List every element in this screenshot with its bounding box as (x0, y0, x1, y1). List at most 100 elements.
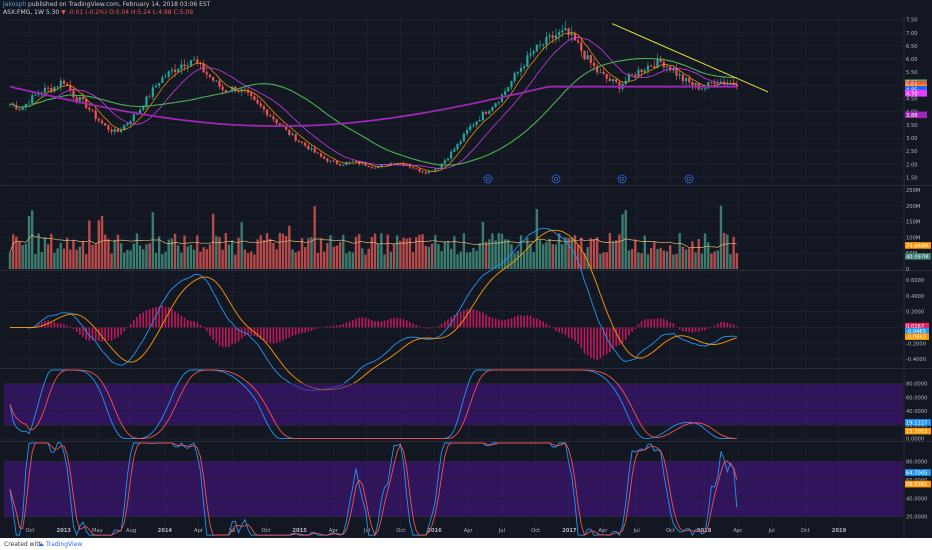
macd-hist-bar (101, 327, 103, 342)
y-tick-label: 7.00 (906, 31, 918, 37)
macd-hist-bar (231, 327, 233, 345)
candle-body (256, 99, 259, 104)
volume-bar (545, 242, 548, 269)
volume-bar (586, 247, 589, 269)
last-value-tag (905, 327, 929, 335)
y-tick-label: 60.0000 (906, 395, 927, 401)
candle-body (650, 65, 653, 67)
volume-bar (91, 245, 94, 269)
macd-hist-bar (145, 310, 148, 328)
candle-body (456, 143, 459, 150)
symbol-label[interactable]: ASX:FMG, 1W (3, 9, 44, 16)
volume-bar (688, 248, 691, 269)
candle-body (504, 91, 507, 95)
candle-body (107, 125, 110, 130)
macd-hist-bar (551, 327, 554, 329)
y-tick-label: 2.50 (906, 149, 918, 155)
macd-hist-bar (132, 320, 135, 328)
candle-body (646, 65, 650, 71)
macd-hist-bar (618, 327, 621, 346)
volume-bar (691, 241, 694, 269)
macd-hist-bar (704, 327, 706, 331)
candle-body (681, 74, 684, 82)
volume-bar (424, 245, 427, 269)
macd-hist-bar (663, 319, 665, 328)
candle-body (488, 110, 491, 114)
volume-bar (300, 238, 304, 269)
candle-body (164, 76, 167, 78)
candle-body (313, 148, 316, 153)
last-value-label: -0.0663 (906, 335, 926, 341)
candle-body (437, 168, 440, 170)
macd-hist-bar (53, 322, 56, 328)
candle-body (656, 58, 659, 69)
macd-hist-bar (685, 327, 687, 332)
trend-line (611, 23, 769, 93)
y-tick-label: 40.0000 (906, 496, 927, 502)
macd-hist-bar (75, 327, 78, 332)
macd-hist-bar (478, 311, 481, 328)
candle-body (453, 149, 456, 152)
candle-body (465, 130, 469, 134)
volume-bar (132, 243, 135, 269)
macd-hist-bar (186, 319, 189, 328)
volume-bar (694, 252, 697, 269)
volume-ma-line (9, 234, 737, 253)
volume-bar (97, 220, 101, 269)
last-price: 5.30 (45, 9, 60, 16)
macd-hist-bar (596, 327, 598, 361)
candle-body (618, 82, 621, 89)
macd-hist-bar (510, 318, 513, 328)
volume-bar (230, 240, 234, 269)
volume-bar (164, 251, 167, 269)
volume-bar (437, 244, 440, 269)
brand-link[interactable]: TradingView (46, 541, 83, 548)
macd-hist-bar (190, 320, 192, 328)
volume-bar (177, 245, 180, 269)
ma-fast-line (9, 32, 737, 172)
macd-hist-bar (437, 325, 440, 328)
volume-bar (218, 236, 221, 269)
volume-bar (119, 243, 123, 269)
author-link[interactable]: Jakosph (3, 1, 27, 8)
macd-hist-bar (650, 318, 652, 328)
macd-hist-bar (383, 320, 386, 328)
macd-hist-bar (707, 327, 710, 329)
last-value-label: 64.7045 (906, 471, 927, 477)
ohlc-close: C:5.09 (173, 9, 194, 16)
macd-hist-bar (529, 315, 532, 328)
dividend-marker-label: D (687, 177, 691, 183)
volume-bar (259, 235, 262, 269)
volume-bar (630, 249, 634, 269)
volume-bar (237, 237, 240, 269)
macd-hist-bar (221, 327, 224, 347)
volume-bar (472, 247, 475, 269)
candle-body (262, 106, 266, 110)
macd-hist-bar (482, 312, 484, 328)
macd-hist-bar (532, 317, 535, 328)
last-value-label: 40.097M (906, 254, 929, 260)
volume-bar (348, 251, 351, 269)
volume-bar (456, 254, 459, 269)
candle-body (573, 33, 577, 41)
candle-body (630, 74, 634, 75)
candle-body (684, 78, 688, 82)
volume-bar (386, 234, 389, 269)
candle-body (615, 79, 618, 83)
candle-body (297, 140, 300, 142)
x-tick-label: Oct (801, 528, 810, 534)
candle-body (329, 160, 332, 162)
macd-hist-bar (409, 321, 411, 328)
volume-bar (224, 232, 228, 269)
volume-bar (570, 237, 573, 269)
macd-hist-bar (710, 326, 713, 328)
volume-bar (481, 221, 485, 269)
candle-body (529, 53, 532, 56)
candle-body (173, 69, 177, 72)
macd-hist-bar (647, 319, 649, 328)
candle-body (212, 77, 215, 81)
down-triangle-icon: ▼ (61, 9, 66, 16)
x-tick-label: 2013 (56, 528, 71, 534)
macd-hist-bar (393, 317, 395, 328)
